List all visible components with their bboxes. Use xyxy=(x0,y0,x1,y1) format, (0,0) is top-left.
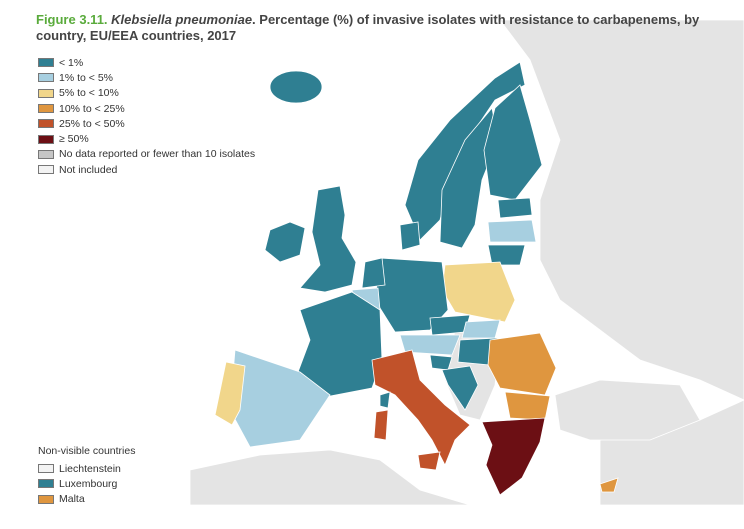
legend-swatch xyxy=(38,464,54,474)
france xyxy=(297,291,383,399)
romania xyxy=(487,332,557,396)
legend-title: Non-visible countries xyxy=(38,445,136,457)
legend-item: Liechtenstein xyxy=(38,461,135,476)
title: Figure 3.11. Klebsiella pneumoniae. Perc… xyxy=(36,12,726,44)
portugal xyxy=(214,361,246,426)
ireland xyxy=(264,221,306,263)
legend-label: 1% to < 5% xyxy=(59,71,113,84)
legend-item: Malta xyxy=(38,492,135,507)
legend-item: Not included xyxy=(38,162,255,177)
latvia xyxy=(487,219,537,243)
united-kingdom xyxy=(299,185,357,293)
legend-swatch xyxy=(38,58,54,68)
legend-item: 10% to < 25% xyxy=(38,101,255,116)
legend-label: 25% to < 50% xyxy=(59,117,125,130)
legend-swatch xyxy=(38,88,54,98)
finland xyxy=(483,84,543,201)
norway xyxy=(404,61,526,241)
slovakia xyxy=(461,319,501,339)
bulgaria xyxy=(504,391,551,421)
figure-number: Figure 3.11. xyxy=(36,12,108,27)
croatia xyxy=(441,365,479,411)
sardinia xyxy=(373,409,389,441)
legend-label: No data reported or fewer than 10 isolat… xyxy=(59,148,256,161)
legend-item: < 1% xyxy=(38,55,255,70)
countries xyxy=(214,61,619,496)
title-text: . Percentage (%) of invasive isolates wi… xyxy=(36,12,700,43)
legend-swatch xyxy=(38,165,54,175)
legend-items: Liechtenstein Luxembourg Malta xyxy=(38,461,135,507)
legend-label: Not included xyxy=(59,163,118,176)
legend-label: 10% to < 25% xyxy=(59,102,125,115)
austria xyxy=(399,334,461,356)
denmark xyxy=(399,221,421,251)
italy xyxy=(371,349,471,466)
legend-swatch xyxy=(38,479,54,489)
iceland xyxy=(269,70,323,104)
estonia xyxy=(497,197,533,219)
legend-item: No data reported or fewer than 10 isolat… xyxy=(38,147,255,162)
organism: Klebsiella pneumoniae xyxy=(111,12,253,27)
legend-swatch xyxy=(38,119,54,129)
legend-item: 1% to < 5% xyxy=(38,70,255,85)
legend-label: Luxembourg xyxy=(59,477,118,490)
slovenia xyxy=(429,354,453,371)
legend-item: Luxembourg xyxy=(38,476,135,491)
legend-label: Malta xyxy=(59,493,85,506)
legend-swatch xyxy=(38,73,54,83)
netherlands xyxy=(361,257,386,289)
legend-swatch xyxy=(38,494,54,504)
sicily xyxy=(417,451,441,471)
cyprus xyxy=(599,477,619,493)
legend-swatch xyxy=(38,104,54,114)
greece xyxy=(481,417,546,496)
non-visible-legend: Non-visible countries Liechtenstein Luxem… xyxy=(38,445,135,507)
legend-swatch xyxy=(38,134,54,144)
legend-label: Liechtenstein xyxy=(59,462,121,475)
legend-item: 5% to < 10% xyxy=(38,86,255,101)
legend-swatch xyxy=(38,149,54,159)
legend-label: ≥ 50% xyxy=(59,133,89,146)
legend-item: 25% to < 50% xyxy=(38,116,255,131)
corsica xyxy=(379,391,391,409)
legend-label: < 1% xyxy=(59,56,84,69)
legend-label: 5% to < 10% xyxy=(59,87,119,100)
lithuania xyxy=(487,244,526,266)
legend-item: ≥ 50% xyxy=(38,131,255,146)
legend: < 1% 1% to < 5% 5% to < 10% 10% to < 25% 25%… xyxy=(38,55,255,177)
poland xyxy=(441,261,516,323)
background-land xyxy=(189,19,744,506)
